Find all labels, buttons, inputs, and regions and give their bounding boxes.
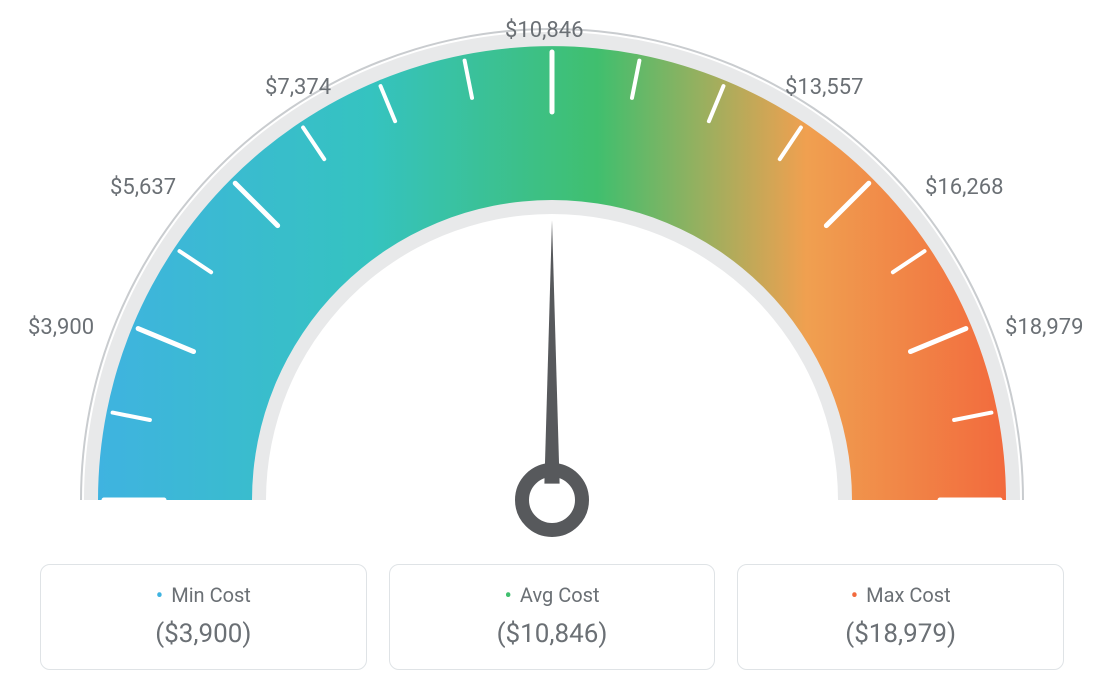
gauge-area: $3,900 $5,637 $7,374 $10,846 $13,557 $16,268 $… xyxy=(0,0,1104,540)
gauge-chart xyxy=(0,0,1104,540)
gauge-scale-label: $18,979 xyxy=(1005,315,1084,340)
summary-cards: Min Cost ($3,900) Avg Cost ($10,846) Max… xyxy=(40,564,1064,670)
avg-cost-value: ($10,846) xyxy=(400,619,705,649)
gauge-scale-label: $3,900 xyxy=(28,315,94,340)
gauge-scale-label: $10,846 xyxy=(505,18,584,43)
max-cost-card: Max Cost ($18,979) xyxy=(737,564,1064,670)
gauge-scale-label: $13,557 xyxy=(785,75,864,100)
max-cost-value: ($18,979) xyxy=(748,619,1053,649)
min-cost-value: ($3,900) xyxy=(51,619,356,649)
min-cost-card: Min Cost ($3,900) xyxy=(40,564,367,670)
gauge-scale-label: $5,637 xyxy=(110,175,176,200)
gauge-scale-label: $16,268 xyxy=(925,175,1004,200)
max-cost-label: Max Cost xyxy=(748,583,1053,609)
gauge-scale-label: $7,374 xyxy=(265,75,331,100)
cost-gauge-widget: $3,900 $5,637 $7,374 $10,846 $13,557 $16,268 $… xyxy=(0,0,1104,690)
min-cost-label: Min Cost xyxy=(51,583,356,609)
avg-cost-label: Avg Cost xyxy=(400,583,705,609)
avg-cost-card: Avg Cost ($10,846) xyxy=(389,564,716,670)
